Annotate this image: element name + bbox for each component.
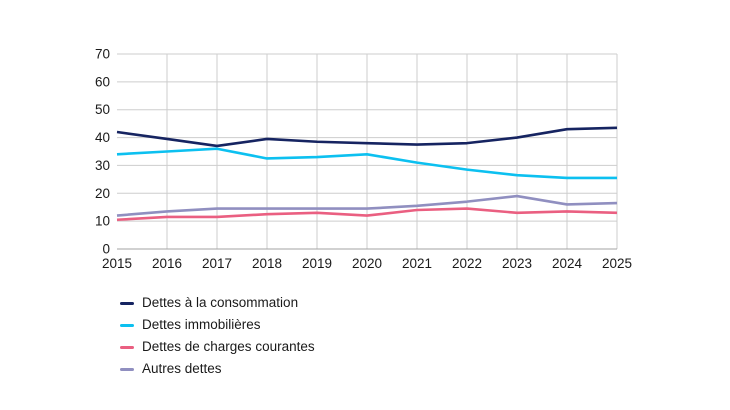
- series-line-dettes-a-la-consommation: [116, 126, 618, 148]
- series-line-dettes-de-charges-courantes: [116, 207, 618, 222]
- y-axis-tick-label: 40: [95, 130, 110, 145]
- y-axis-tick-label: 30: [95, 158, 110, 173]
- legend-line-swatch: [120, 323, 134, 327]
- x-axis-tick-label: 2023: [502, 256, 532, 271]
- x-axis-tick-label: 2024: [552, 256, 583, 271]
- x-axis-tick-label: 2025: [602, 256, 632, 271]
- x-axis-tick-label: 2018: [252, 256, 282, 271]
- legend-line-swatch: [120, 301, 134, 305]
- legend-item-dettes-immobilieres: Dettes immobilières: [120, 314, 315, 336]
- series-line-autres-dettes: [116, 194, 618, 217]
- legend-item-autres-dettes: Autres dettes: [120, 358, 315, 380]
- legend-line-swatch: [120, 345, 134, 349]
- x-axis-tick-label: 2019: [302, 256, 332, 271]
- y-axis-tick-label: 20: [95, 186, 110, 201]
- legend-item-dettes-a-la-consommation: Dettes à la consommation: [120, 292, 315, 314]
- legend-label: Dettes immobilières: [142, 317, 261, 332]
- legend-label: Autres dettes: [142, 361, 222, 376]
- line-chart: 0 10 20 30 40 50 60 70 2015 2016 2017 2018 2019 2020 2…: [95, 47, 632, 272]
- x-axis-tick-label: 2016: [152, 256, 182, 271]
- legend-item-dettes-de-charges-courantes: Dettes de charges courantes: [120, 336, 315, 358]
- y-axis-tick-label: 50: [95, 102, 110, 117]
- x-axis-tick-label: 2015: [102, 256, 132, 271]
- legend-label: Dettes de charges courantes: [142, 339, 315, 354]
- x-axis-tick-label: 2022: [452, 256, 482, 271]
- chart-legend: Dettes à la consommation Dettes immobiliè…: [120, 292, 315, 380]
- x-axis-tick-label: 2021: [402, 256, 432, 271]
- y-axis-tick-label: 70: [95, 47, 110, 62]
- series-line-dettes-immobilieres: [116, 147, 617, 180]
- y-axis-tick-label: 60: [95, 74, 110, 89]
- legend-line-swatch: [120, 367, 134, 371]
- y-axis-tick-label: 10: [95, 214, 110, 229]
- x-axis-tick-label: 2017: [202, 256, 232, 271]
- y-axis-tick-label: 0: [102, 242, 110, 257]
- legend-label: Dettes à la consommation: [142, 295, 299, 310]
- x-axis-tick-label: 2020: [352, 256, 382, 271]
